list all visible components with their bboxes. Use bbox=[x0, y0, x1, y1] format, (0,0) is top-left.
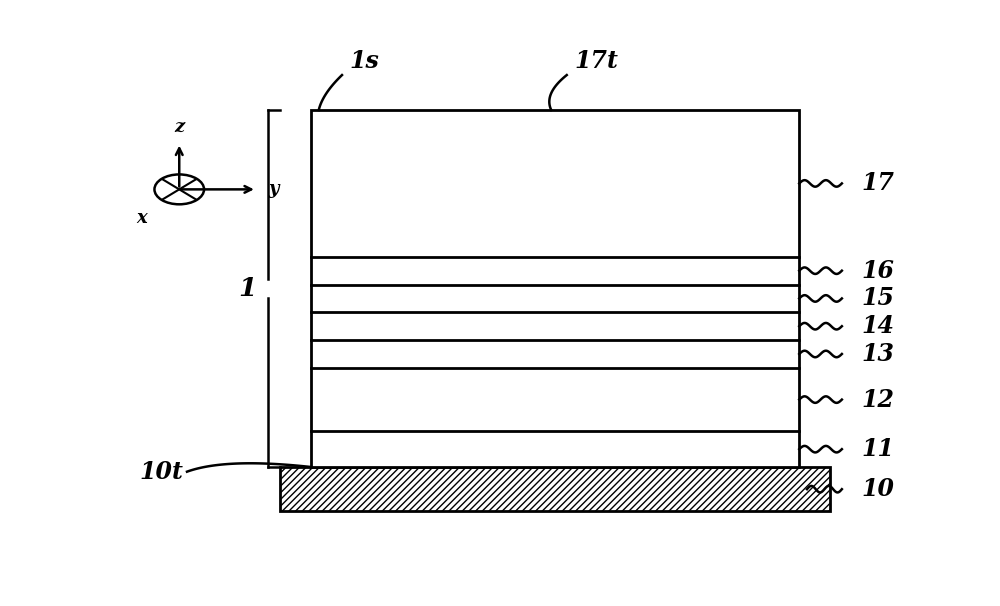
Text: z: z bbox=[174, 118, 184, 136]
Text: 15: 15 bbox=[861, 287, 894, 310]
Text: 12: 12 bbox=[861, 388, 894, 411]
Bar bbox=[280, 467, 830, 511]
Text: 16: 16 bbox=[861, 259, 894, 282]
Bar bbox=[311, 110, 799, 467]
Text: 13: 13 bbox=[861, 342, 894, 366]
Text: 1s: 1s bbox=[350, 48, 380, 73]
Text: 14: 14 bbox=[861, 315, 894, 338]
Text: 17t: 17t bbox=[574, 48, 618, 73]
Text: x: x bbox=[136, 209, 147, 227]
Text: 10: 10 bbox=[861, 477, 894, 501]
Text: 11: 11 bbox=[861, 437, 894, 461]
Text: 10t: 10t bbox=[139, 460, 183, 484]
Text: 17: 17 bbox=[861, 171, 894, 195]
Text: y: y bbox=[268, 181, 279, 198]
Text: 1: 1 bbox=[238, 276, 257, 301]
